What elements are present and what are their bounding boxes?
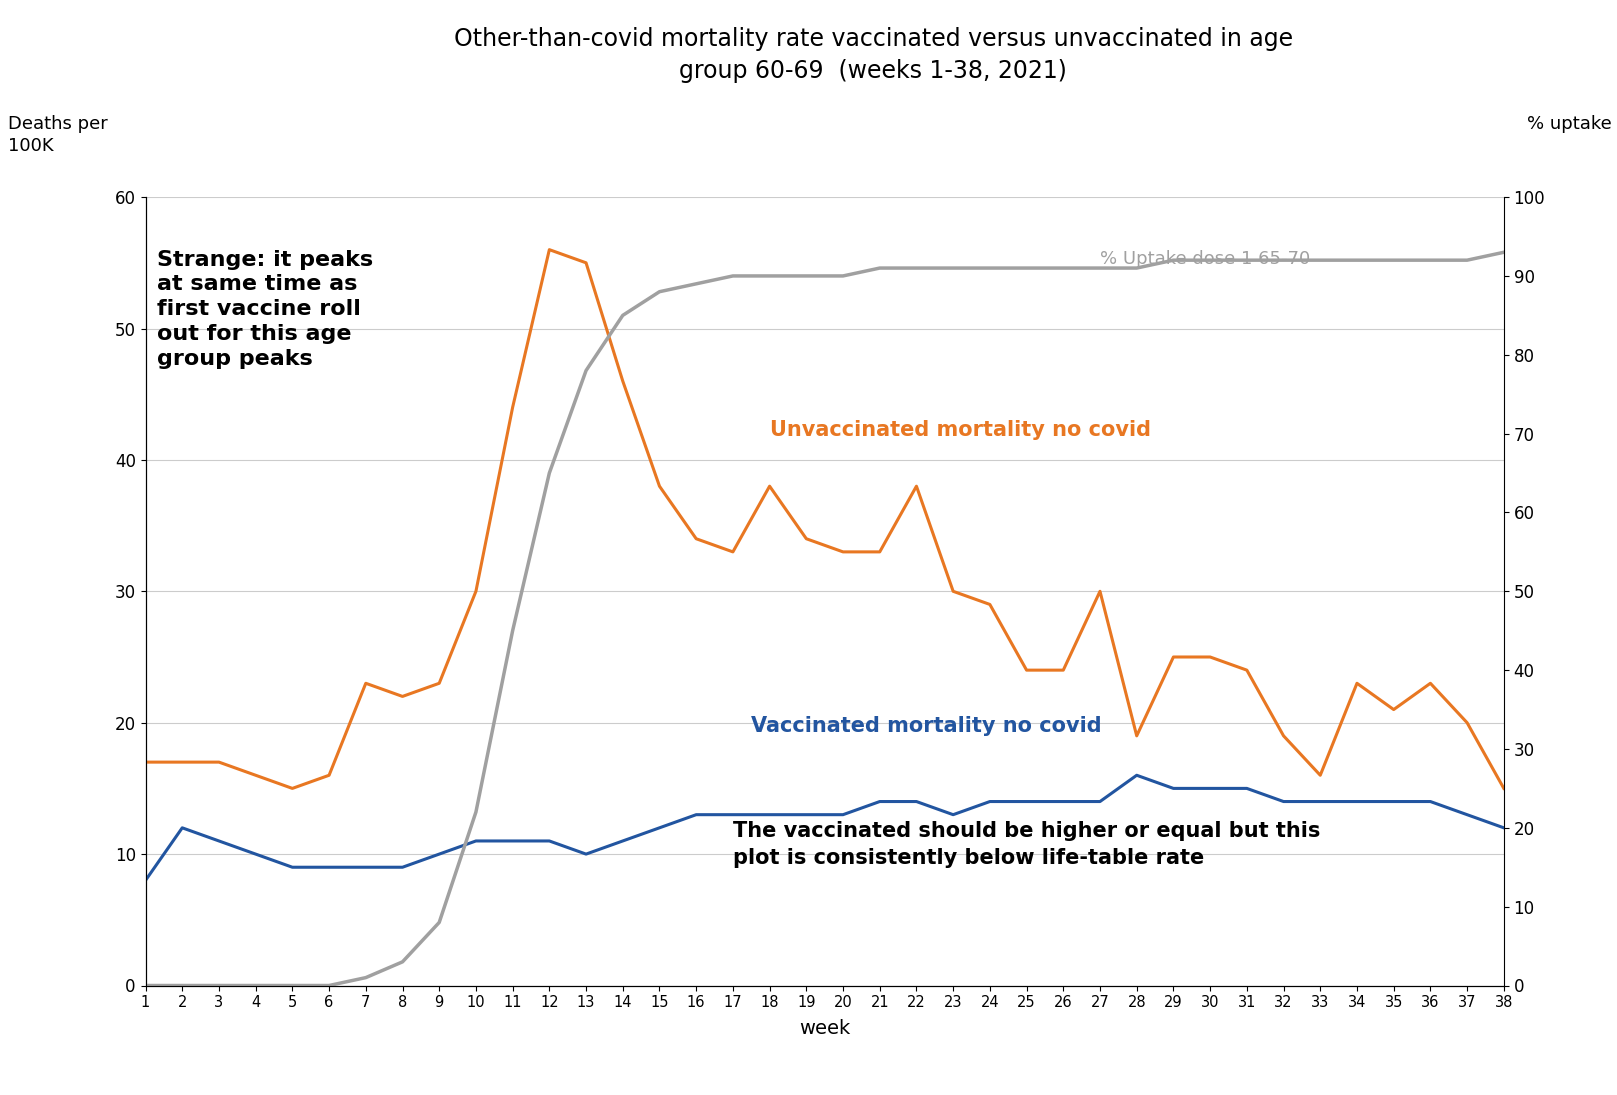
Text: Other-than-covid mortality rate vaccinated versus unvaccinated in age
group 60-6: Other-than-covid mortality rate vaccinat… <box>454 27 1292 83</box>
Text: Deaths per
100K: Deaths per 100K <box>8 115 108 155</box>
Text: Vaccinated mortality no covid: Vaccinated mortality no covid <box>752 716 1101 736</box>
X-axis label: week: week <box>799 1018 851 1038</box>
Text: % Uptake dose 1 65-70: % Uptake dose 1 65-70 <box>1100 250 1310 267</box>
Text: Unvaccinated mortality no covid: Unvaccinated mortality no covid <box>770 420 1151 440</box>
Text: The vaccinated should be higher or equal but this
plot is consistently below lif: The vaccinated should be higher or equal… <box>733 821 1319 867</box>
Text: % uptake: % uptake <box>1528 115 1612 132</box>
Text: Strange: it peaks
at same time as
first vaccine roll
out for this age
group peak: Strange: it peaks at same time as first … <box>157 250 372 369</box>
